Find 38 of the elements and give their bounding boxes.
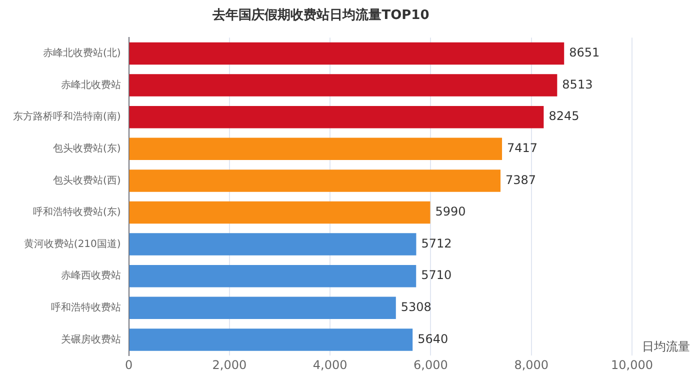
bar (129, 296, 396, 320)
bar (129, 233, 416, 256)
data-label: 5710 (421, 268, 452, 282)
y-tick-label: 黄河收费站(210国道) (24, 238, 121, 250)
bar (129, 264, 416, 288)
x-tick-label: 8,000 (514, 358, 549, 372)
chart-title: 去年国庆假期收费站日均流量TOP10 (212, 7, 430, 24)
y-tick-label: 东方路桥呼和浩特南(南) (12, 110, 121, 123)
data-label: 7387 (506, 172, 536, 187)
y-tick-label: 呼和浩特收费站(东) (32, 206, 121, 218)
bar (129, 201, 430, 224)
data-label: 7417 (507, 141, 538, 156)
y-tick-label: 关碾房收费站 (60, 333, 121, 346)
x-axis-title: 日均流量 (642, 340, 690, 354)
y-tick-label: 赤峰北收费站 (60, 78, 121, 91)
bar (129, 42, 564, 65)
data-label: 8513 (562, 77, 593, 92)
bar (129, 106, 544, 128)
x-tick-label: 10,000 (611, 358, 653, 372)
y-tick-label: 赤峰北收费站(北) (42, 47, 121, 60)
data-label: 5640 (418, 332, 448, 346)
data-label: 5990 (435, 204, 466, 219)
x-tick-label: 6,000 (414, 358, 448, 372)
bar (129, 138, 502, 160)
x-tick-label: 4,000 (312, 358, 348, 372)
bar (129, 170, 501, 192)
bar (129, 328, 413, 351)
x-tick-label: 2,000 (212, 358, 247, 372)
data-label: 8245 (548, 109, 580, 124)
y-tick-label: 包头收费站(西) (52, 174, 121, 186)
data-label: 8651 (569, 46, 600, 60)
data-label: 5712 (421, 236, 452, 250)
y-tick-label: 赤峰西收费站 (60, 270, 121, 282)
x-tick-label: 0 (124, 358, 133, 372)
y-tick-label: 呼和浩特收费站 (50, 301, 121, 314)
y-tick-label: 包头收费站(东) (52, 142, 121, 154)
bar (129, 74, 558, 96)
data-label: 5308 (400, 300, 432, 314)
